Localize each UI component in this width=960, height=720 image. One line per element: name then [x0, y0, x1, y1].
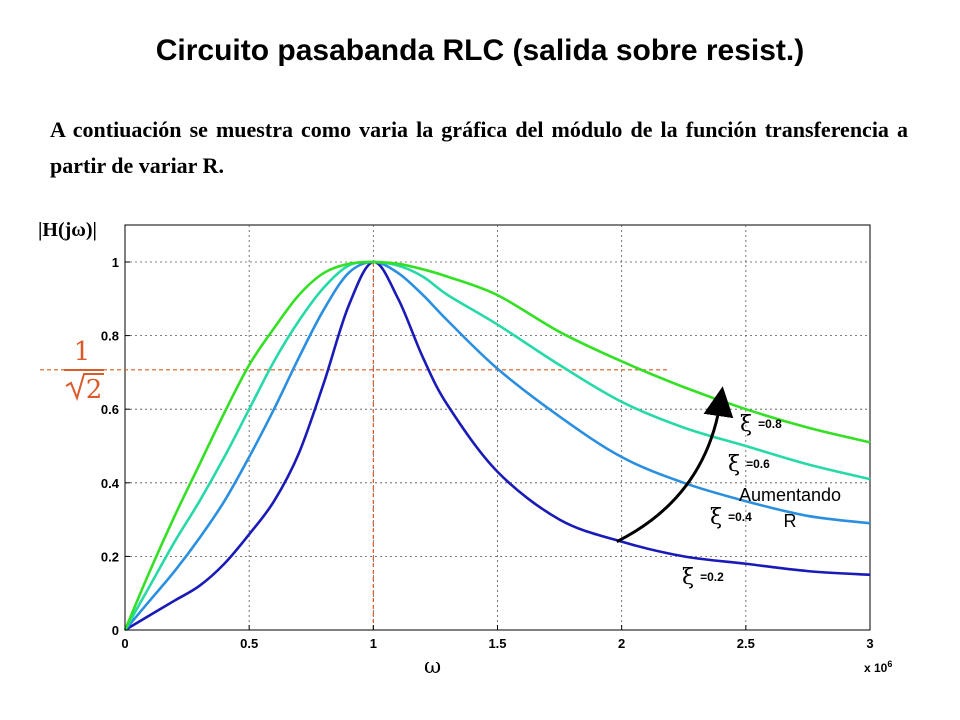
x-tick-label: 0.5 [240, 636, 258, 651]
fraction-numerator: 1 [74, 337, 91, 367]
xi-symbol: ξ [710, 505, 723, 530]
curve-label-xi-0-6: ξ =0.6 [728, 452, 770, 477]
xi-symbol: ξ [728, 452, 741, 477]
slide-title: Circuito pasabanda RLC (salida sobre res… [155, 34, 805, 67]
x-tick-label: 2.5 [737, 636, 755, 651]
one-over-sqrt2-label: 1 2 [64, 337, 104, 402]
sqrt-sign [65, 373, 104, 402]
annotation-line-1: Aumentando [738, 485, 842, 505]
curve-label-xi-0-2: ξ =0.2 [682, 565, 724, 590]
fraction-denominator: 2 [86, 375, 103, 402]
xi-symbol: ξ [740, 412, 753, 437]
curve-label-text: =0.2 [700, 570, 724, 584]
curve-label-text: =0.6 [746, 457, 770, 471]
x-multiplier-base: x 10 [864, 661, 888, 675]
curve-label-text: =0.4 [728, 510, 752, 524]
y-tick-label: 0.6 [101, 402, 119, 417]
series-line-xi-0-8 [123, 260, 871, 631]
x-tick-label: 0 [121, 636, 128, 651]
y-tick-label: 0.8 [101, 329, 119, 344]
curve-label-xi-0-8: ξ =0.8 [740, 412, 782, 437]
x-tick-label: 2 [618, 636, 625, 651]
increasing-r-annotation: Aumentando R [716, 482, 864, 534]
curve-label-text: =0.8 [758, 417, 782, 431]
slide-description: A contiuación se muestra como varia la g… [50, 117, 908, 178]
x-axis-multiplier: x 106 [864, 659, 892, 675]
y-tick-label: 0 [112, 623, 119, 638]
x-tick-label: 1.5 [488, 636, 506, 651]
increasing-r-arrow [616, 386, 734, 544]
y-tick-label: 0.2 [101, 549, 119, 564]
annotation-line-2: R [783, 511, 797, 531]
x-tick-label: 3 [866, 636, 873, 651]
y-tick-label: 1 [112, 255, 119, 270]
curve-label-xi-0-4: ξ =0.4 [710, 505, 752, 530]
x-axis-label: ω [424, 654, 442, 678]
x-multiplier-exponent: 6 [887, 659, 893, 669]
xi-symbol: ξ [682, 565, 695, 590]
y-tick-label: 0.4 [101, 476, 120, 491]
x-tick-label: 1 [370, 636, 377, 651]
y-axis-label: |H(jω)| [38, 219, 97, 241]
